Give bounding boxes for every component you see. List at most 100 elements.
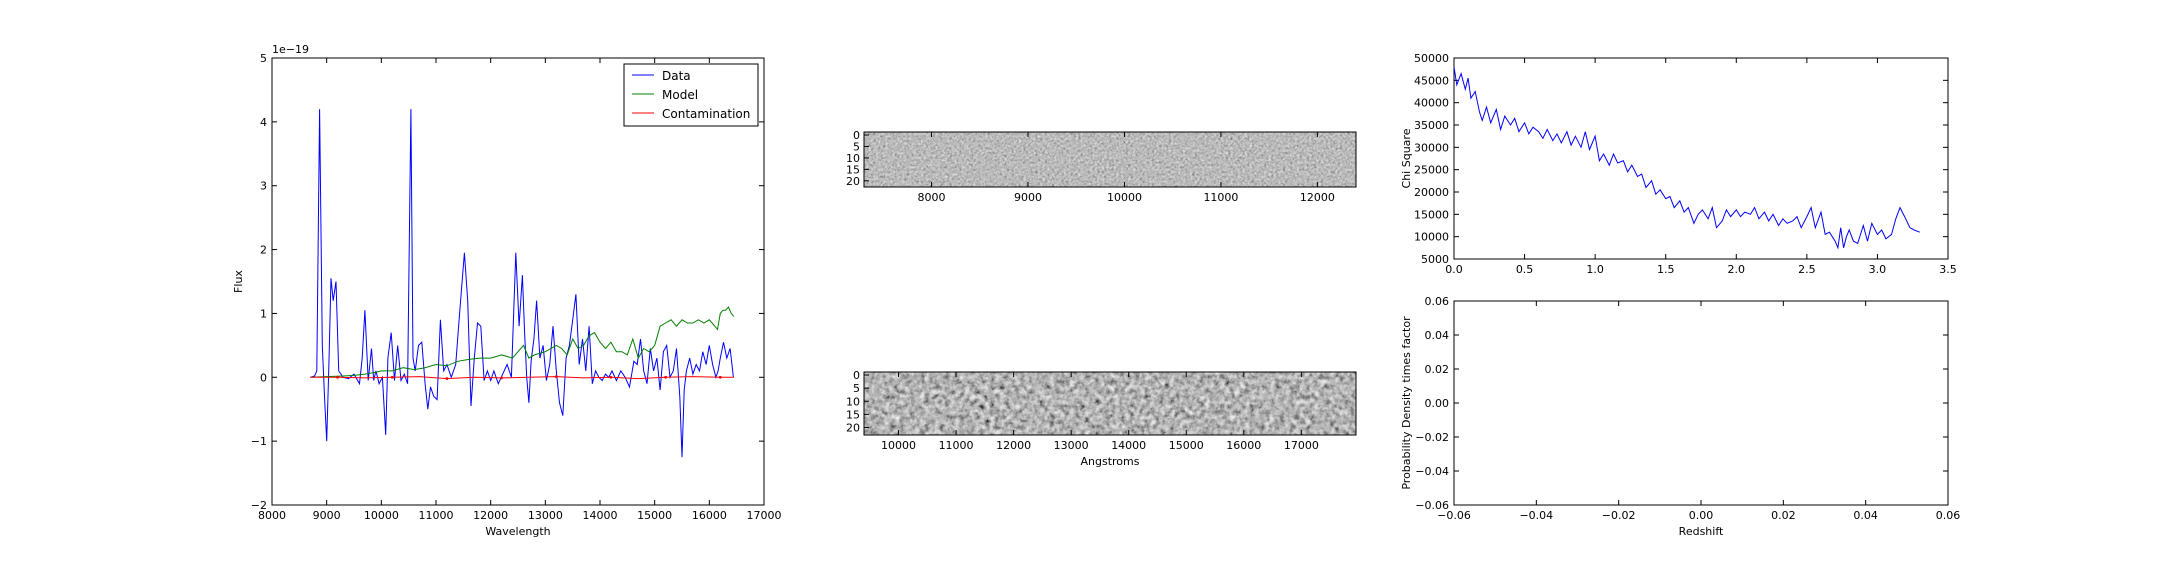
contamination-point (500, 376, 503, 380)
x-tick-label: 10000 (1107, 191, 1142, 204)
x-tick-label: 14000 (583, 509, 618, 522)
y-tick-label: 5 (853, 382, 860, 395)
y-tick-label: 1 (260, 307, 267, 320)
x-tick-label: 10000 (364, 509, 399, 522)
x-axis-label: Redshift (1679, 525, 1724, 538)
x-tick-label: 11000 (939, 439, 974, 452)
x-tick-label: 10000 (881, 439, 916, 452)
x-tick-label: 14000 (1111, 439, 1146, 452)
x-tick-label: 0.06 (1936, 509, 1961, 522)
x-tick-label: 17000 (747, 509, 782, 522)
x-tick-label: 15000 (637, 509, 672, 522)
x-tick-label: 0.00 (1689, 509, 1714, 522)
spectrum-image-bottom (864, 372, 1356, 435)
y-tick-label: 15 (846, 163, 860, 176)
y-tick-label: 50000 (1414, 52, 1449, 65)
legend-label-contamination: Contamination (662, 107, 750, 121)
probability-panel: −0.06 −0.04 −0.02 0.00 0.02 0.04 0.06 −0.06 −0.0… (1400, 295, 1960, 538)
x-tick-label: −0.06 (1437, 509, 1471, 522)
x-tick-label: 8000 (258, 509, 286, 522)
x-tick-label: 2.0 (1728, 263, 1746, 276)
y-tick-label: 15000 (1414, 208, 1449, 221)
y-tick-label: −0.04 (1415, 465, 1449, 478)
y-tick-label: 0.06 (1425, 295, 1450, 308)
x-tick-label: 2.5 (1798, 263, 1816, 276)
series-line-contamination (310, 376, 734, 380)
legend-label-model: Model (662, 88, 698, 102)
y-tick-label: 5 (853, 140, 860, 153)
y-tick-label: 2 (260, 244, 267, 257)
x-tick-label: 0.02 (1771, 509, 1796, 522)
y-tick-label: 15 (846, 408, 860, 421)
axes-frame (863, 131, 1357, 188)
contamination-point (609, 375, 613, 379)
y-axis-label: Probability Density times factor (1400, 316, 1413, 490)
y-tick-label: 10 (846, 395, 860, 408)
axes-frame (863, 371, 1357, 436)
y-axis-label: Chi Square (1400, 128, 1413, 188)
x-tick-label: −0.04 (1519, 509, 1553, 522)
y-tick-label: −0.02 (1415, 431, 1449, 444)
axes-frame (1453, 300, 1949, 506)
spectrum-image-top (864, 132, 1356, 187)
x-tick-label: 12000 (1300, 191, 1335, 204)
chi-square-line (1453, 66, 1920, 250)
image-bottom-panel: 10000 11000 12000 13000 14000 15000 16000 17000… (846, 369, 1357, 468)
contamination-point (336, 375, 339, 379)
contamination-point (664, 375, 667, 379)
x-tick-label: 13000 (1054, 439, 1089, 452)
x-tick-label: 8000 (918, 191, 946, 204)
x-tick-label: 1.5 (1657, 263, 1675, 276)
y-tick-label: 30000 (1414, 141, 1449, 154)
x-tick-label: 16000 (1226, 439, 1261, 452)
x-axis-label: Wavelength (485, 525, 550, 538)
x-tick-label: 9000 (313, 509, 341, 522)
x-tick-label: 12000 (996, 439, 1031, 452)
contamination-point (390, 375, 394, 379)
x-tick-label: 16000 (692, 509, 727, 522)
x-tick-label: 12000 (473, 509, 508, 522)
y-axis-label: Flux (232, 270, 245, 293)
x-tick-label: 11000 (1203, 191, 1238, 204)
series-line-data (310, 109, 734, 458)
y-tick-label: 0.02 (1425, 363, 1450, 376)
x-tick-label: 0.0 (1445, 263, 1463, 276)
x-tick-label: 0.04 (1853, 509, 1878, 522)
axes-frame (271, 57, 765, 506)
axes-frame (1453, 57, 1949, 260)
y-tick-label: 20 (846, 175, 860, 188)
y-tick-label: 25000 (1414, 164, 1449, 177)
y-tick-label: 0.04 (1425, 329, 1450, 342)
x-tick-label: 11000 (419, 509, 454, 522)
legend-box (623, 63, 759, 127)
contamination-point (718, 375, 722, 379)
contamination-point (445, 377, 449, 380)
legend-label-data: Data (662, 69, 691, 83)
y-tick-label: −0.06 (1415, 499, 1449, 512)
x-tick-label: 17000 (1284, 439, 1319, 452)
y-tick-label: −1 (251, 435, 267, 448)
y-tick-label: 20 (846, 422, 860, 435)
y-tick-label: 3 (260, 180, 267, 193)
y-tick-label: 5000 (1421, 253, 1449, 266)
y-tick-label: −2 (251, 499, 267, 512)
x-tick-label: −0.02 (1602, 509, 1636, 522)
x-axis-label: Angstroms (1081, 455, 1140, 468)
chi-square-panel: 0.0 0.5 1.0 1.5 2.0 2.5 3.0 3.5 5000 10000 15000 20… (1400, 52, 1957, 276)
x-tick-label: 3.0 (1869, 263, 1887, 276)
y-tick-label: 5 (260, 52, 267, 65)
y-tick-label: 35000 (1414, 119, 1449, 132)
contamination-point (554, 375, 558, 379)
x-tick-label: 13000 (528, 509, 563, 522)
y-tick-label: 4 (260, 116, 267, 129)
y-tick-label: 0 (260, 371, 267, 384)
y-tick-label: 0 (853, 129, 860, 142)
spectrum-panel: 8000 9000 10000 11000 12000 13000 14000 15000 16… (232, 43, 782, 538)
y-tick-label: 20000 (1414, 186, 1449, 199)
series-line-model (310, 306, 735, 378)
x-tick-label: 0.5 (1516, 263, 1534, 276)
y-tick-label: 0 (853, 369, 860, 382)
axis-offset-label: 1e−19 (272, 43, 309, 56)
